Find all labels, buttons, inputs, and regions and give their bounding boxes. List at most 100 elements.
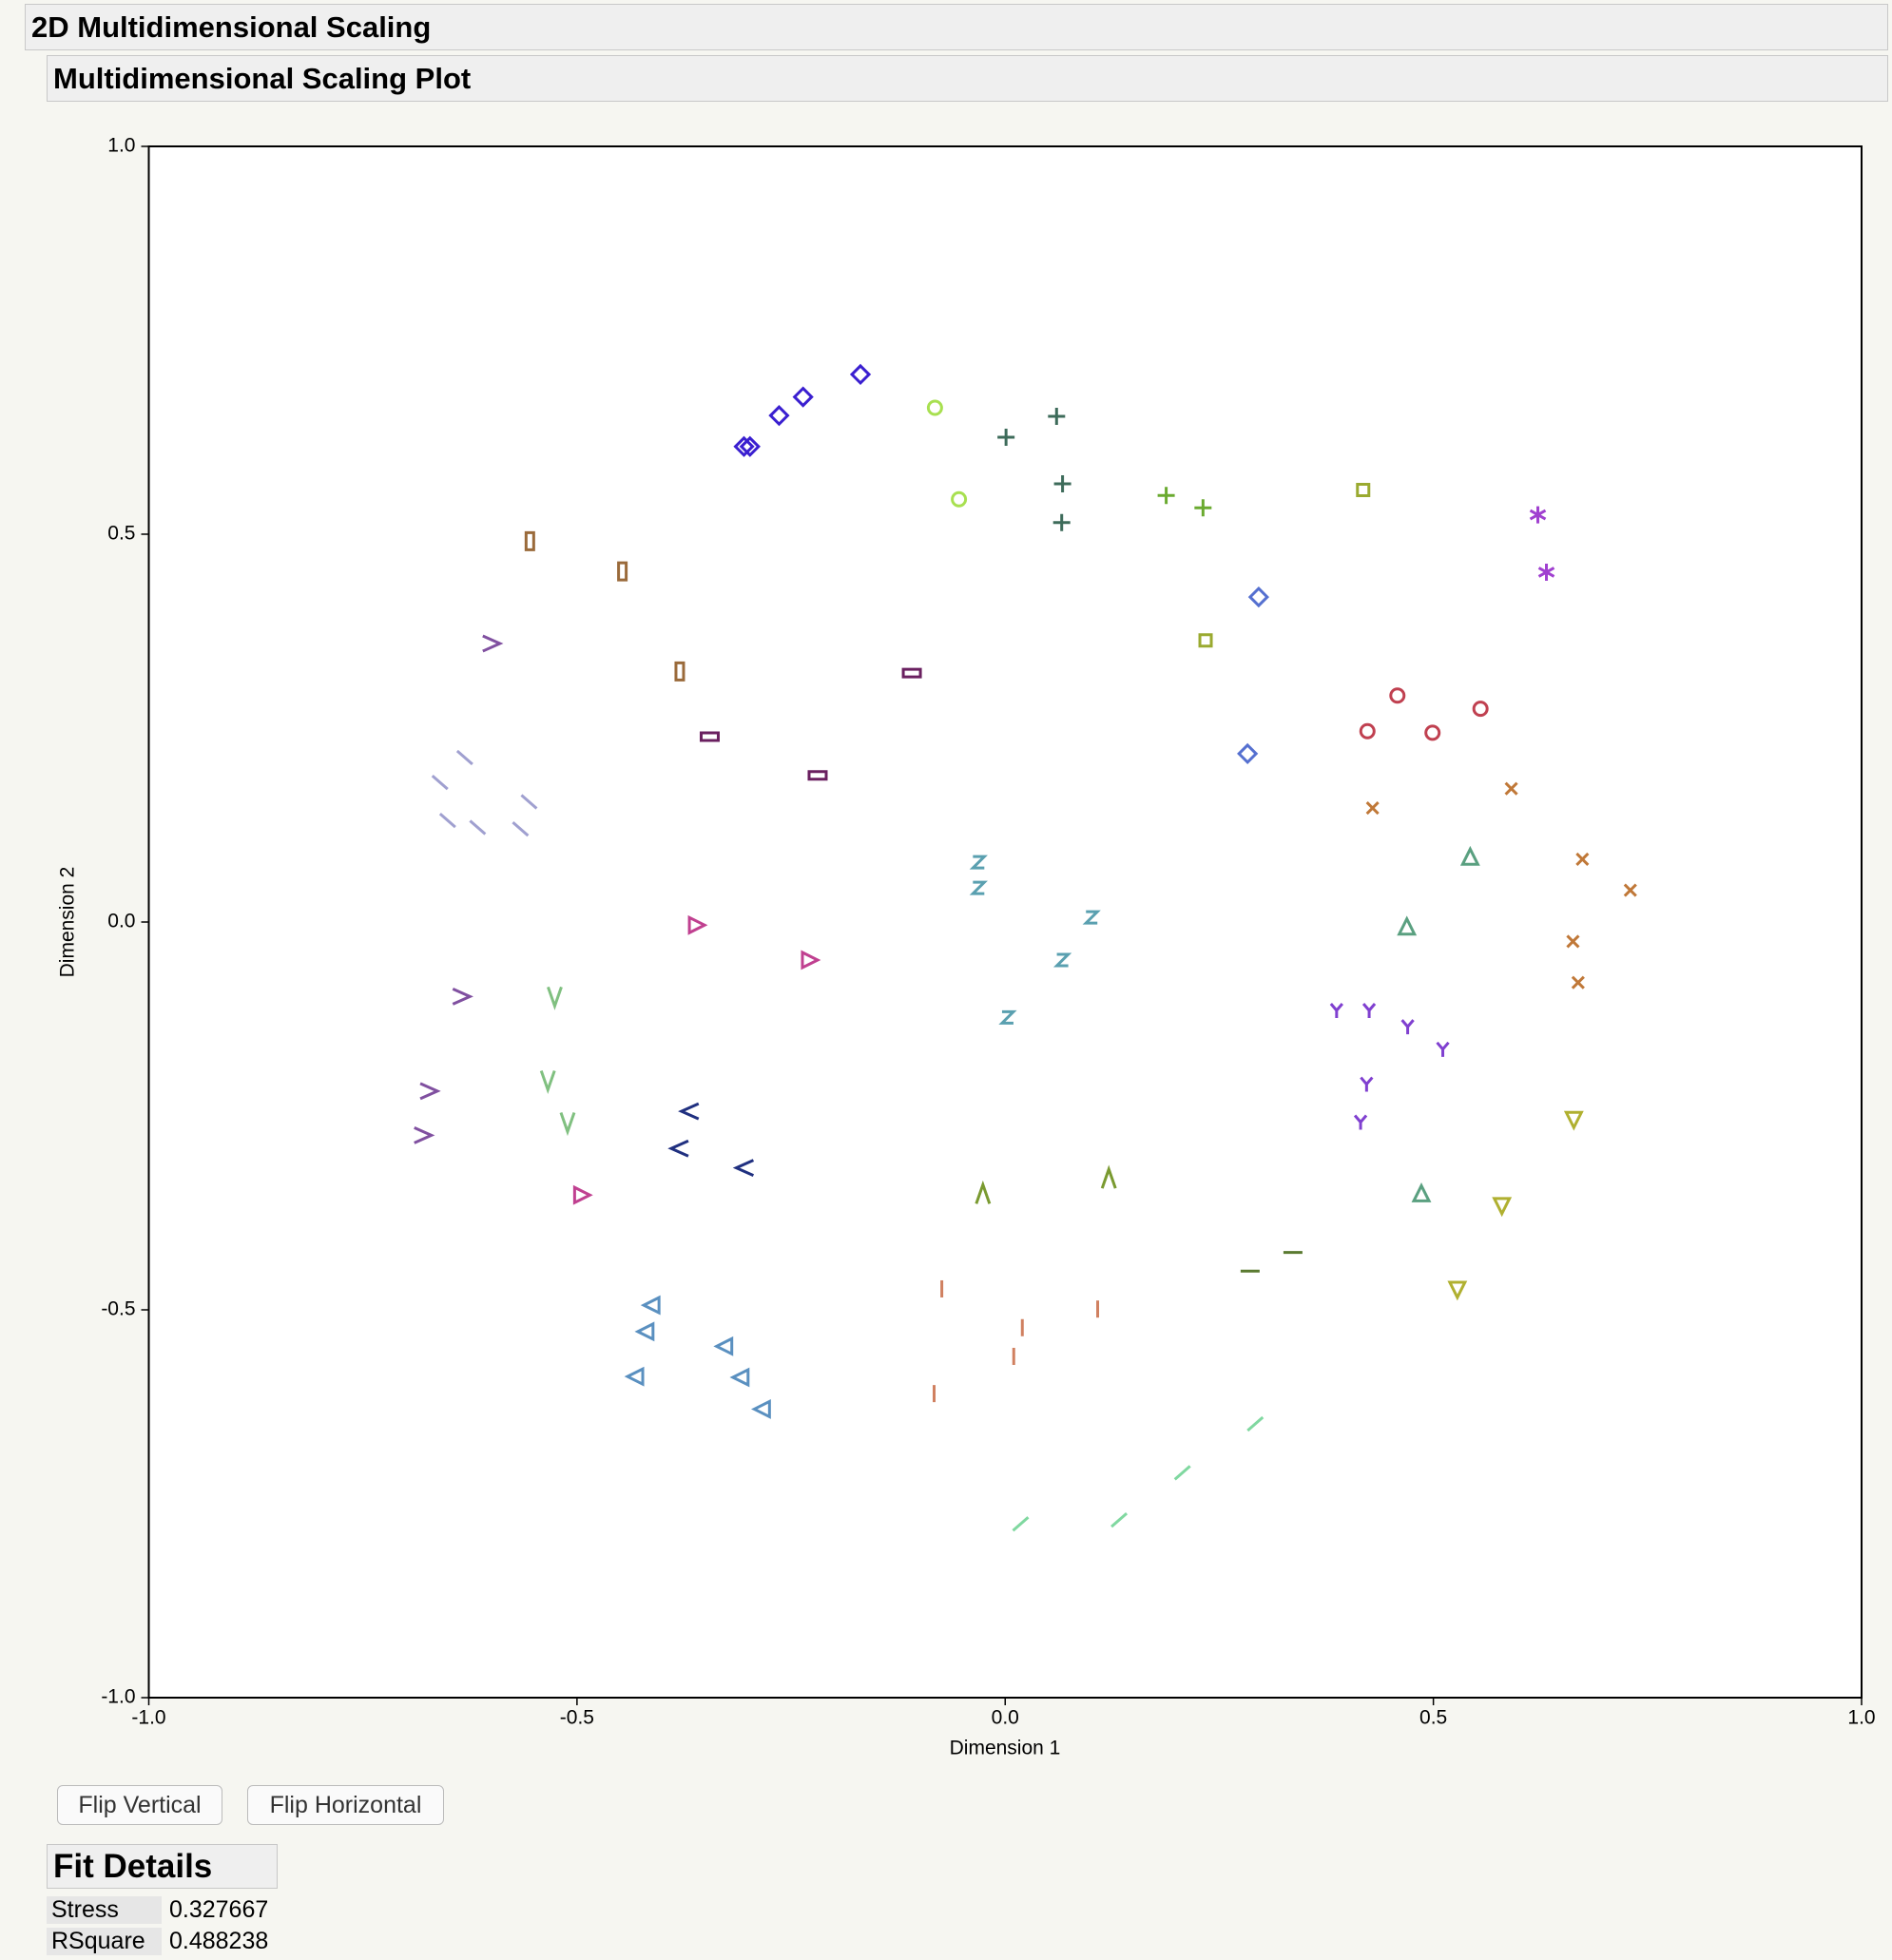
point: [1329, 1003, 1343, 1019]
stat-value: 0.488238: [169, 1928, 269, 1954]
point: [733, 435, 755, 457]
point: [547, 986, 563, 1010]
point: [1563, 1110, 1584, 1131]
x-axis-label: Dimension 1: [950, 1738, 1061, 1759]
point: [1157, 487, 1175, 505]
x-tick-label: 0.0: [992, 1707, 1019, 1729]
plot-frame: [147, 145, 1863, 1699]
point: [732, 1159, 755, 1178]
point: [1110, 1512, 1129, 1528]
point: [455, 749, 473, 766]
point: [1052, 513, 1071, 531]
point: [1359, 722, 1376, 740]
point: [469, 819, 487, 836]
stat-name: Stress: [47, 1896, 162, 1924]
point: [674, 661, 685, 682]
x-tick-label: -1.0: [131, 1707, 165, 1729]
point: [1356, 482, 1371, 497]
point: [901, 667, 922, 679]
point: [739, 435, 761, 457]
point: [807, 770, 828, 781]
point: [801, 950, 821, 970]
point: [482, 634, 504, 653]
point: [634, 1321, 655, 1342]
point: [624, 1366, 645, 1387]
y-tick-label: 0.0: [107, 911, 135, 932]
point: [1361, 1003, 1377, 1019]
y-tick-label: 0.5: [107, 523, 135, 545]
point: [729, 1367, 750, 1388]
point: [1365, 800, 1380, 816]
point: [969, 855, 988, 870]
point: [1082, 910, 1101, 925]
point: [617, 561, 628, 582]
point: [998, 1009, 1017, 1025]
point: [713, 1335, 734, 1356]
fit-details-title: Fit Details: [47, 1844, 278, 1889]
point: [1246, 1415, 1265, 1432]
point: [768, 405, 790, 427]
point: [1389, 687, 1406, 704]
point: [1459, 845, 1480, 866]
point: [1472, 701, 1489, 718]
point: [452, 987, 473, 1006]
flip-vertical-button[interactable]: Flip Vertical: [57, 1785, 222, 1825]
point: [1575, 852, 1590, 866]
point: [792, 386, 814, 408]
point: [1492, 1197, 1513, 1218]
point: [1400, 1019, 1415, 1035]
fit-row: Stress 0.327667: [47, 1896, 268, 1924]
flip-horizontal-button[interactable]: Flip Horizontal: [247, 1785, 444, 1825]
point: [640, 1295, 661, 1316]
point: [539, 1069, 556, 1095]
point: [414, 1126, 435, 1144]
point: [419, 1082, 441, 1101]
point: [1052, 952, 1072, 968]
chart: Dimension 1 Dimension 2 -1.0 -0.5 0.0 0.5 1.…: [57, 135, 1876, 1759]
x-tick-label: 0.5: [1419, 1707, 1447, 1729]
y-axis-label: Dimension 2: [57, 867, 79, 978]
point: [1623, 883, 1637, 897]
point: [1237, 742, 1259, 765]
point: [1048, 407, 1066, 425]
x-tick-label: -0.5: [560, 1707, 594, 1729]
header-title: 2D Multidimensional Scaling: [25, 4, 1888, 50]
point: [1411, 1182, 1432, 1202]
point: [431, 774, 449, 791]
point: [1537, 563, 1555, 581]
point: [667, 1139, 689, 1158]
y-tick-label: 1.0: [107, 135, 135, 157]
point: [849, 363, 872, 386]
point: [926, 399, 943, 416]
point: [572, 1184, 593, 1205]
point: [1504, 781, 1518, 796]
y-tick-label: -0.5: [101, 1298, 135, 1320]
point: [1436, 1041, 1450, 1057]
point: [699, 731, 720, 742]
point: [512, 820, 530, 837]
point: [524, 530, 535, 551]
point: [678, 1102, 700, 1121]
point: [1447, 1280, 1468, 1301]
point: [1247, 586, 1269, 608]
point: [1566, 934, 1580, 949]
point: [1100, 1164, 1117, 1189]
point: [997, 429, 1015, 446]
point: [1397, 915, 1418, 936]
stat-name: RSquare: [47, 1928, 162, 1955]
point: [687, 914, 708, 935]
y-tick-label: -1.0: [101, 1686, 135, 1708]
point: [1353, 1114, 1368, 1130]
point: [1571, 975, 1585, 990]
point: [1053, 474, 1071, 492]
x-tick-label: 1.0: [1847, 1707, 1875, 1729]
point: [1012, 1516, 1030, 1532]
fit-row: RSquare 0.488238: [47, 1928, 268, 1955]
point: [559, 1112, 576, 1137]
point: [1529, 506, 1547, 524]
point: [969, 880, 988, 895]
point: [1173, 1465, 1191, 1481]
header-subtitle: Multidimensional Scaling Plot: [47, 55, 1888, 102]
point: [520, 794, 538, 810]
